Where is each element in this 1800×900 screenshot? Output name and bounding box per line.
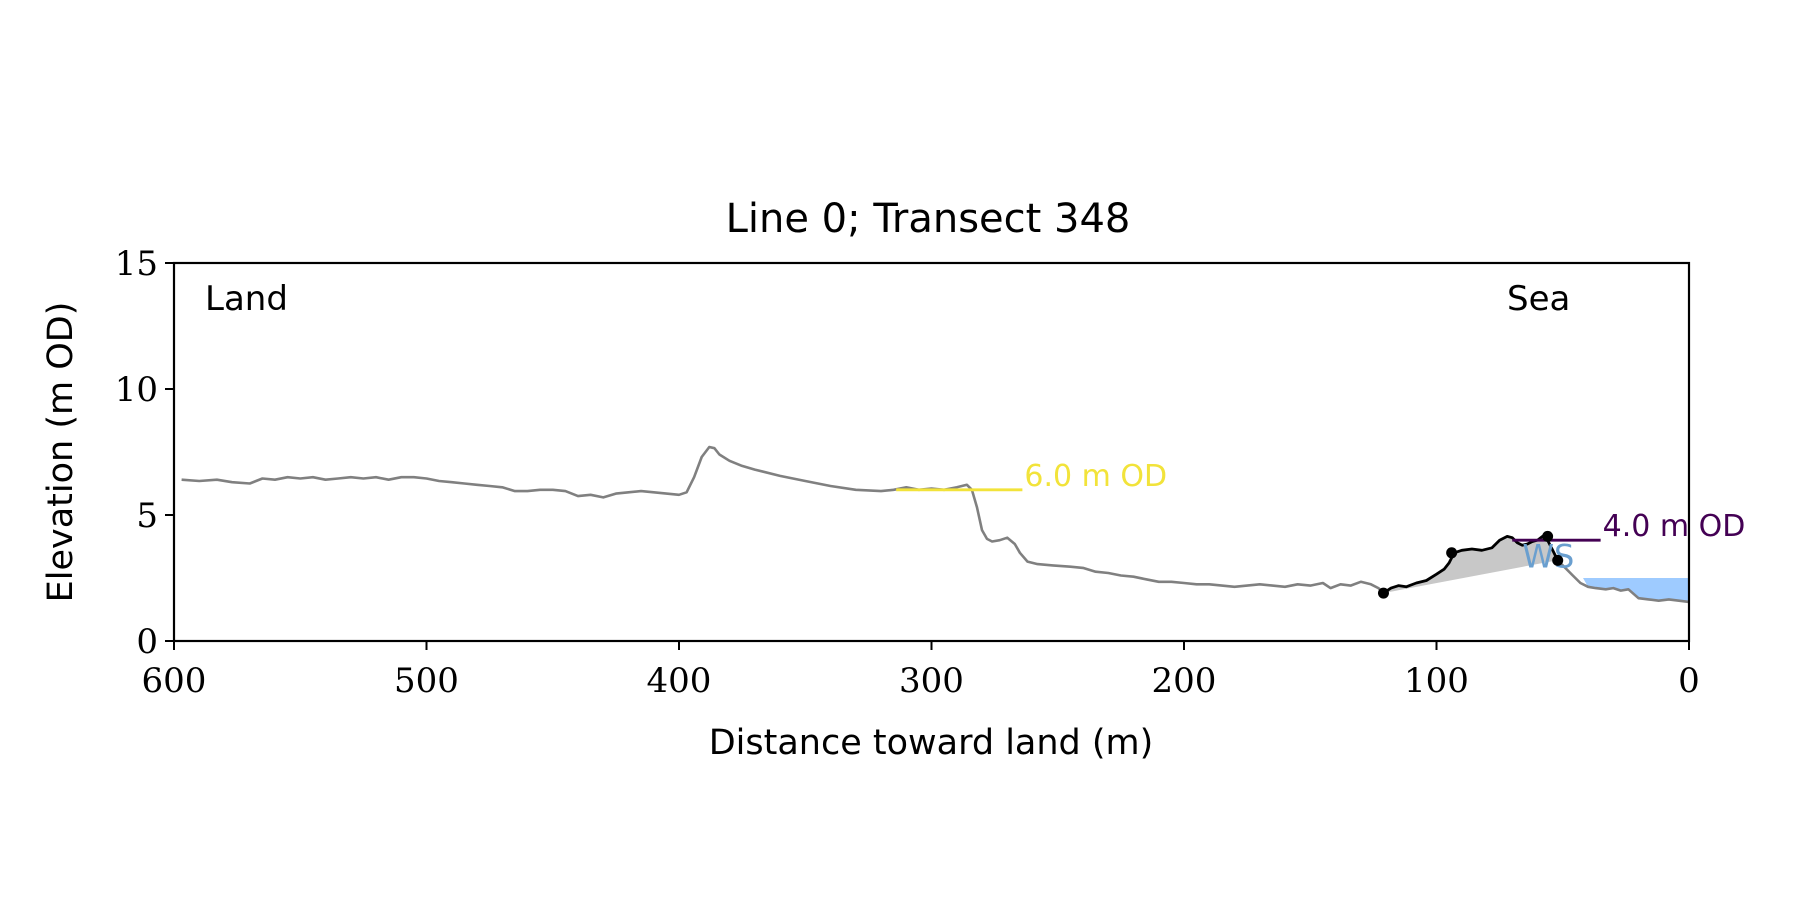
water-fill-area (1583, 578, 1689, 602)
x-tick-label: 600 (142, 661, 207, 701)
x-tick-label: 100 (1404, 661, 1469, 701)
x-tick-label: 200 (1152, 661, 1217, 701)
dune-marker-point (1542, 530, 1554, 542)
x-tick-label: 0 (1678, 661, 1700, 701)
threshold-label-0: 6.0 m OD (1024, 459, 1167, 494)
y-axis-label: Elevation (m OD) (41, 302, 81, 603)
dune-fill-area (1383, 536, 1558, 594)
sea-label: Sea (1507, 279, 1570, 319)
threshold-label-1: 4.0 m OD (1603, 509, 1746, 544)
water-surface-label: WS (1522, 537, 1574, 575)
dune-marker-point (1446, 547, 1458, 559)
plot-area: 6.0 m OD 4.0 m OD WS (181, 445, 1746, 604)
x-tick-label: 400 (647, 661, 712, 701)
y-tick-label: 5 (136, 496, 158, 536)
x-axis: 600 500 400 300 200 100 0 (142, 641, 1700, 701)
y-tick-label: 0 (136, 622, 158, 662)
chart-title: Line 0; Transect 348 (726, 196, 1131, 242)
x-tick-label: 500 (394, 661, 459, 701)
y-tick-label: 10 (115, 370, 158, 410)
y-tick-label: 15 (115, 244, 158, 284)
x-axis-label: Distance toward land (m) (709, 723, 1154, 763)
profile-line-land (181, 445, 1385, 595)
land-label: Land (205, 279, 288, 319)
x-tick-label: 300 (899, 661, 964, 701)
y-axis: 0 5 10 15 (115, 244, 174, 662)
dune-marker-point (1377, 587, 1389, 599)
profile-line-sea (1556, 559, 1690, 604)
dune-marker-point (1552, 554, 1564, 566)
